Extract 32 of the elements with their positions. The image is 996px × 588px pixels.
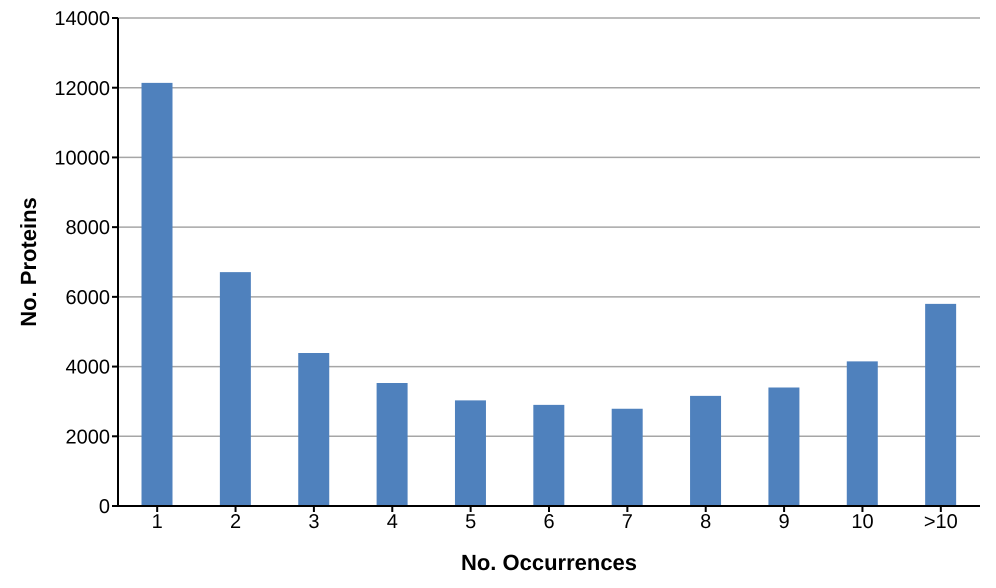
y-tick-label: 10000 — [54, 148, 110, 170]
x-tick-label: 1 — [152, 511, 163, 534]
y-tick-label: 8000 — [66, 217, 110, 240]
x-axis-title: No. Occurrences — [460, 550, 638, 575]
bar — [612, 408, 643, 506]
x-tick-label: 5 — [465, 511, 476, 534]
bar — [142, 82, 173, 506]
bar — [925, 304, 956, 506]
y-tick-label: 2000 — [66, 426, 110, 448]
x-tick-label: 6 — [543, 511, 555, 534]
x-tick-label: 3 — [308, 511, 320, 534]
bar — [690, 396, 722, 506]
bar — [768, 387, 800, 506]
y-tick-label: 14000 — [54, 8, 110, 30]
x-tick-label: 8 — [700, 511, 712, 534]
x-tick-label: >10 — [924, 511, 958, 534]
x-tick-label: 10 — [851, 511, 874, 534]
bar — [454, 400, 486, 506]
y-tick-label: 12000 — [54, 78, 110, 100]
y-tick-label: 6000 — [66, 286, 110, 309]
bar — [220, 272, 251, 506]
bar — [846, 361, 878, 506]
bar — [533, 404, 564, 506]
x-tick-label: 2 — [230, 511, 242, 534]
x-tick-label: 7 — [622, 511, 633, 534]
bar — [376, 382, 408, 506]
y-tick-label: 0 — [98, 496, 110, 518]
y-axis-title: No. Proteins — [16, 197, 41, 327]
bar — [298, 352, 330, 506]
y-tick-label: 4000 — [66, 356, 110, 379]
x-tick-label: 9 — [778, 511, 790, 534]
x-tick-label: 4 — [386, 511, 398, 534]
